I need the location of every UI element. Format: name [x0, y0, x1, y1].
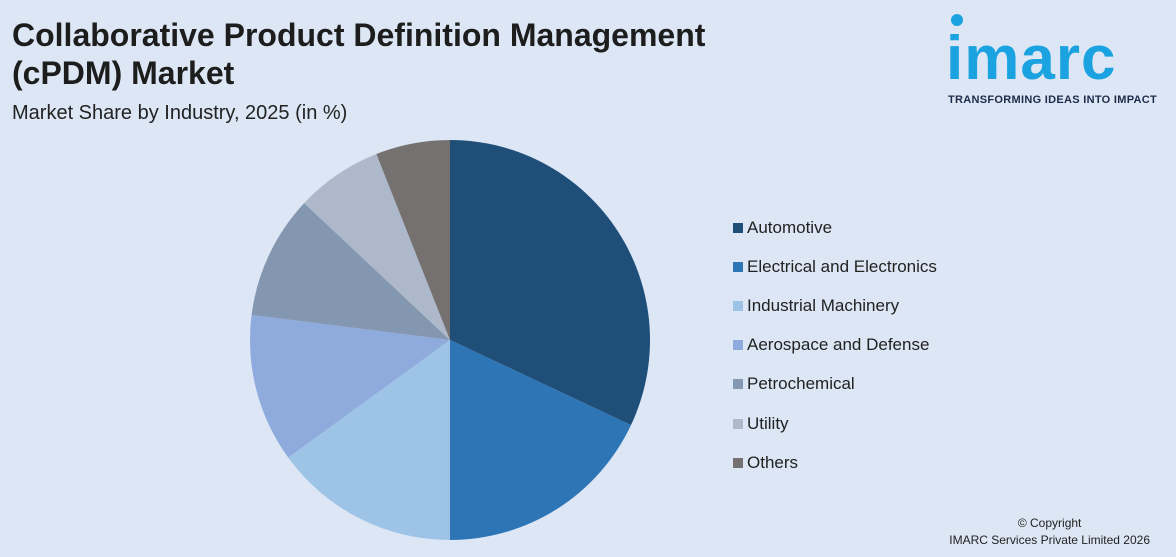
chart-title: Collaborative Product Definition Managem… [12, 17, 706, 91]
legend-swatch [733, 418, 743, 429]
pie-slice-automotive [450, 140, 650, 426]
pie-slice-petrochemical [251, 203, 450, 340]
chart-legend: Automotive Electrical and Electronics Indu… [733, 208, 937, 482]
legend-label: Petrochemical [747, 374, 855, 394]
copyright: © Copyright IMARC Services Private Limit… [949, 515, 1150, 549]
legend-item-automotive: Automotive [733, 208, 937, 247]
logo-dot-icon [951, 14, 963, 26]
legend-item-others: Others [733, 443, 937, 482]
legend-label: Aerospace and Defense [747, 335, 930, 355]
legend-label: Utility [747, 413, 789, 433]
pie-chart [250, 140, 650, 540]
legend-item-electrical-and-electronics: Electrical and Electronics [733, 247, 937, 286]
chart-subtitle: Market Share by Industry, 2025 (in %) [12, 102, 348, 124]
copyright-line-2: IMARC Services Private Limited 2026 [949, 533, 1150, 547]
legend-swatch [733, 457, 743, 468]
logo-wordmark: imarc [946, 24, 1117, 93]
legend-label: Others [747, 452, 799, 472]
logo-tagline: TRANSFORMING IDEAS INTO IMPACT [948, 94, 1158, 106]
legend-label: Industrial Machinery [747, 295, 900, 315]
legend-label: Electrical and Electronics [747, 256, 937, 276]
legend-item-industrial-machinery: Industrial Machinery [733, 286, 937, 325]
pie-slice-utility [304, 154, 450, 340]
pie-slice-others [376, 140, 450, 340]
legend-item-aerospace-and-defense: Aerospace and Defense [733, 326, 937, 365]
pie-slice-electrical-and-electronics [450, 340, 631, 540]
imarc-logo: imarc TRANSFORMING IDEAS INTO IMPACT [946, 12, 1170, 112]
legend-swatch [733, 340, 743, 351]
legend-label: Automotive [747, 217, 833, 237]
pie-slice-industrial-machinery [288, 340, 450, 540]
copyright-line-1: © Copyright [1017, 516, 1082, 530]
legend-swatch [733, 379, 743, 390]
legend-item-petrochemical: Petrochemical [733, 365, 937, 404]
legend-item-utility: Utility [733, 404, 937, 443]
legend-swatch [733, 300, 743, 311]
legend-swatch [733, 261, 743, 272]
pie-slice-aerospace-and-defense [250, 314, 450, 458]
legend-swatch [733, 222, 743, 233]
